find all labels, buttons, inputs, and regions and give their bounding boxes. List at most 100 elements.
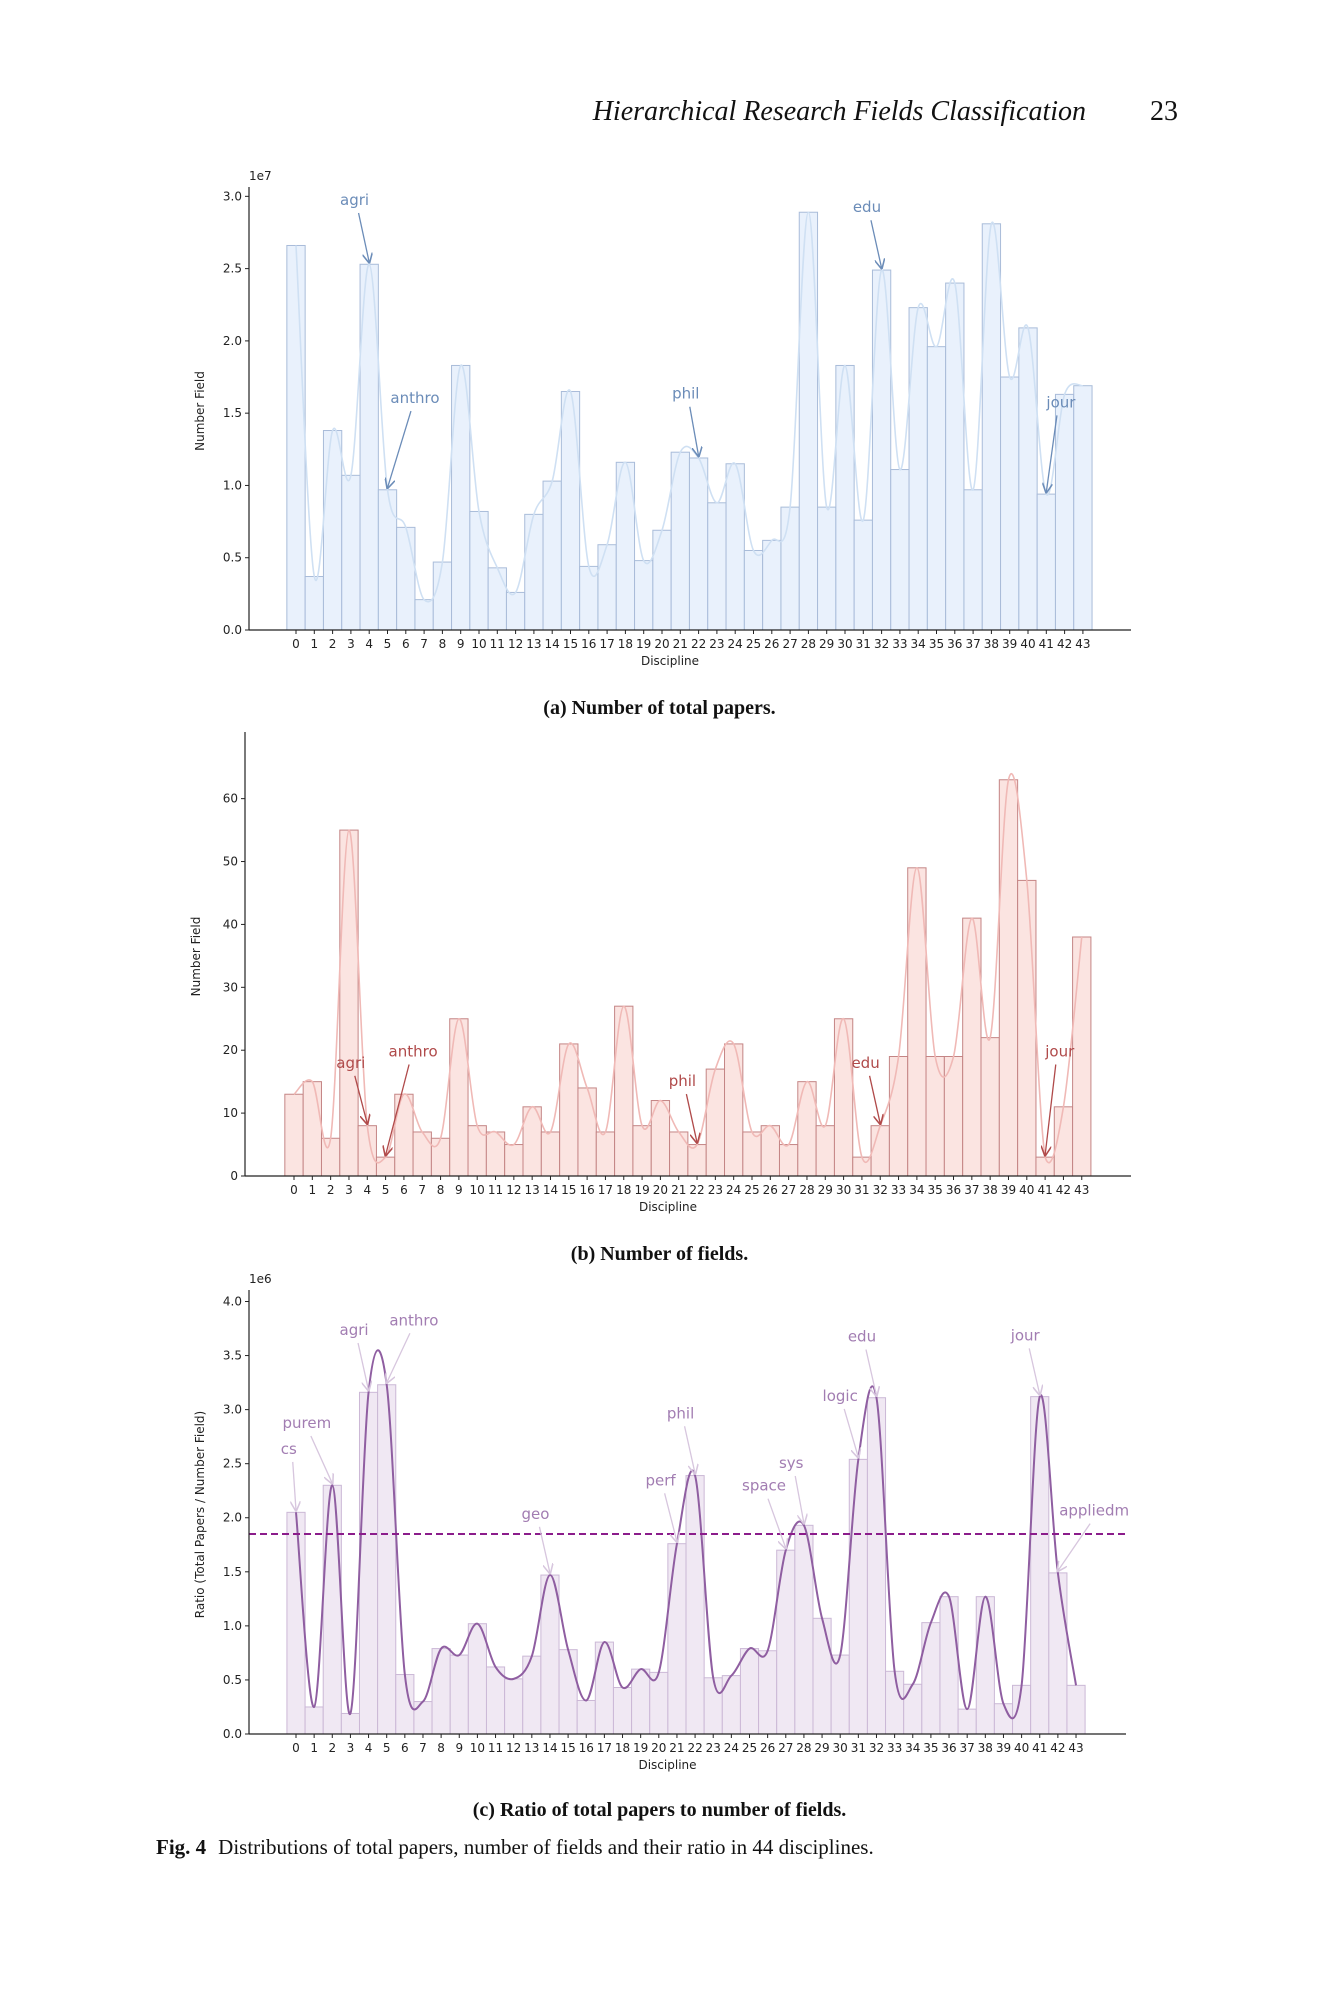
x-tick-label: 1 [310, 1741, 318, 1755]
x-tick-label: 10 [470, 1741, 485, 1755]
bar [339, 829, 359, 1177]
annotation-label: anthro [390, 389, 439, 407]
x-tick-label: 40 [1019, 1183, 1034, 1197]
x-tick-label: 13 [526, 637, 541, 651]
annotation-label: logic [823, 1387, 858, 1405]
figure-caption-text: Distributions of total papers, number of… [218, 1835, 874, 1859]
y-tick-label: 50 [223, 855, 238, 869]
y-tick-label: 0.5 [223, 551, 242, 565]
bar [1030, 1396, 1050, 1735]
annotation-label: geo [521, 1505, 549, 1523]
bar [634, 560, 654, 631]
subcaption-b: (b) Number of fields. [570, 1243, 749, 1265]
annotation-arrow [868, 1075, 881, 1124]
x-tick-label: 8 [437, 1741, 445, 1755]
x-tick-label: 33 [892, 637, 907, 651]
x-tick-label: 36 [946, 1183, 961, 1197]
x-tick-label: 9 [455, 1741, 463, 1755]
x-tick-label: 25 [744, 1183, 759, 1197]
bar [945, 282, 965, 631]
x-tick-label: 6 [402, 637, 410, 651]
annotation-arrow [689, 406, 699, 456]
x-tick-label: 17 [599, 637, 614, 651]
x-tick-label: 4 [365, 637, 373, 651]
bar [812, 1617, 832, 1735]
x-tick-label: 21 [671, 1183, 686, 1197]
x-axis-label: Discipline [638, 1758, 696, 1772]
bar [903, 1683, 923, 1735]
annotation-label: phil [672, 385, 699, 403]
annotation-arrow [794, 1475, 804, 1523]
x-tick-label: 41 [1032, 1741, 1047, 1755]
y-tick-label: 0 [230, 1169, 238, 1183]
x-tick-label: 40 [1014, 1741, 1029, 1755]
bar [341, 474, 361, 631]
x-tick-label: 30 [833, 1741, 848, 1755]
x-tick-label: 35 [928, 1183, 943, 1197]
x-tick-label: 16 [579, 1183, 594, 1197]
x-tick-label: 5 [382, 1183, 390, 1197]
bar [649, 1671, 669, 1735]
bar [377, 1384, 397, 1735]
annotation-label: jour [1044, 1043, 1075, 1061]
bar [430, 1137, 451, 1177]
x-tick-label: 5 [383, 1741, 391, 1755]
smooth-curve [295, 211, 1084, 603]
x-tick-label: 31 [854, 1183, 869, 1197]
page-number: 23 [1150, 96, 1178, 127]
bar [739, 1648, 760, 1735]
bar [688, 457, 709, 631]
annotation-arrow [865, 1349, 877, 1395]
y-tick-label: 1.5 [223, 406, 242, 420]
annotation-arrow [843, 1408, 858, 1457]
x-tick-label: 39 [1001, 1183, 1016, 1197]
bar [522, 1655, 542, 1735]
bar [284, 1093, 304, 1177]
bar [707, 502, 727, 631]
y-axis-label: Number Field [189, 917, 203, 997]
bar [504, 1144, 524, 1177]
bar [925, 1056, 945, 1177]
x-tick-label: 18 [615, 1741, 630, 1755]
bar [957, 1708, 977, 1735]
annotation-arrow [685, 1093, 697, 1142]
annotation-arrow [387, 1332, 411, 1382]
bar [888, 1056, 909, 1177]
bar [926, 346, 947, 631]
x-axis-label: Discipline [641, 654, 699, 668]
x-tick-label: 7 [418, 1183, 426, 1197]
x-tick-label: 11 [488, 1741, 503, 1755]
annotation-arrow [767, 1498, 786, 1548]
bar [1036, 493, 1056, 631]
bar [1048, 1572, 1068, 1735]
y-tick-label: 0.5 [223, 1673, 242, 1687]
x-tick-label: 22 [689, 1183, 704, 1197]
bar [703, 1677, 723, 1735]
x-tick-label: 21 [673, 637, 688, 651]
x-tick-label: 31 [851, 1741, 866, 1755]
bar [357, 1125, 377, 1177]
y-tick-label: 40 [223, 917, 238, 931]
bar [742, 1131, 762, 1177]
annotation-label: appliedm [1059, 1502, 1129, 1520]
y-tick-label: 3.5 [223, 1349, 242, 1363]
x-tick-label: 24 [724, 1741, 739, 1755]
x-tick-label: 3 [347, 1741, 355, 1755]
x-tick-label: 1 [310, 637, 318, 651]
annotation-arrow [538, 1526, 550, 1573]
x-tick-label: 41 [1039, 637, 1054, 651]
y-tick-label: 60 [223, 792, 238, 806]
bar [412, 1131, 432, 1177]
x-tick-label: 32 [874, 637, 889, 651]
x-tick-label: 29 [814, 1741, 829, 1755]
bar [939, 1596, 959, 1735]
annotation-arrow [388, 410, 412, 488]
x-tick-label: 7 [419, 1741, 427, 1755]
bar [432, 561, 453, 631]
bar [542, 480, 562, 631]
x-tick-label: 19 [634, 1183, 649, 1197]
x-tick-label: 42 [1050, 1741, 1065, 1755]
x-tick-label: 33 [891, 1183, 906, 1197]
